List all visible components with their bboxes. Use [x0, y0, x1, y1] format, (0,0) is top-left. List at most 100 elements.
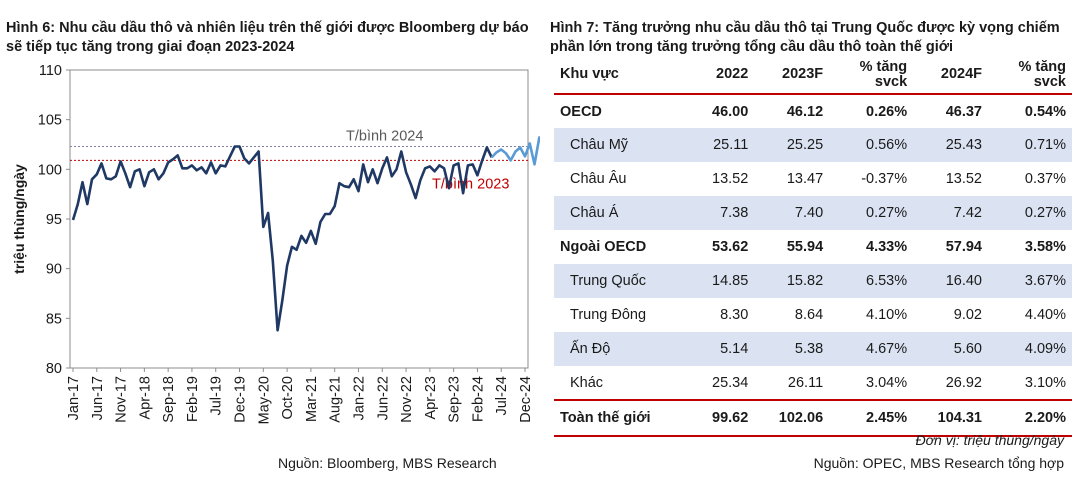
cell-growth-2024: 0.54%	[1024, 103, 1066, 120]
cell-region: Châu Âu	[570, 171, 627, 187]
unit-note: Đơn vị: triệu thùng/ngày	[915, 432, 1064, 448]
y-tick-label: 95	[46, 212, 62, 228]
actual-demand-series-line	[71, 145, 493, 332]
x-tick-label: Jun-17	[90, 376, 106, 420]
figure-7-panel: Hình 7: Tăng trưởng nhu cầu dầu thô tại …	[548, 0, 1086, 484]
cell-growth-2024: 4.40%	[1024, 307, 1066, 323]
cell-value-2022: 8.30	[720, 307, 749, 323]
cell-value-2023f: 5.38	[754, 332, 830, 366]
cell-region: Khác	[570, 374, 604, 391]
y-tick-label: 100	[38, 162, 62, 178]
cell-growth-2023: -0.37%	[861, 171, 908, 187]
x-tick-label: May-20	[256, 376, 272, 424]
x-tick-label: Oct-20	[280, 376, 296, 420]
figure-7-source: Nguồn: OPEC, MBS Research tổng hợp	[813, 455, 1064, 471]
x-tick-label: Jul-24	[494, 376, 510, 416]
cell-value-2022: 99.62	[690, 399, 755, 437]
cell-value-2024f: 104.31	[913, 399, 988, 437]
cell-region: Toàn thế giới	[554, 399, 691, 437]
cell-value-2023f: 25.25	[754, 128, 830, 162]
reference-label-2024: T/bình 2024	[346, 128, 423, 144]
x-tick-label: Apr-23	[423, 376, 439, 420]
y-tick-label: 90	[46, 262, 62, 278]
cell-value-2024f: 5.60	[913, 332, 988, 366]
oil-demand-line-chart: 80 85 90 95 100 105 110 triệu thùng/ngày Jan-17 J…	[11, 63, 540, 424]
cell-value-2023f: 7.40	[754, 196, 830, 230]
x-tick-label: Mar-21	[304, 376, 320, 422]
cell-growth-2024: 3.10%	[1024, 374, 1066, 391]
x-tick-label: Jun-22	[375, 376, 391, 420]
cell-value-2024f: 57.94	[945, 239, 982, 255]
cell-growth-2023: 4.33%	[866, 239, 908, 255]
x-tick-label: Sep-18	[161, 376, 177, 423]
figure-6-panel: Hình 6: Nhu cầu dầu thô và nhiên liệu tr…	[0, 0, 540, 484]
cell-region: Ngoài OECD	[560, 239, 647, 255]
cell-growth-2024: 0.37%	[1024, 171, 1066, 187]
cell-value-2024f: 7.42	[913, 196, 988, 230]
cell-value-2022: 14.85	[690, 264, 755, 298]
cell-region: Châu Á	[554, 196, 691, 230]
cell-value-2022: 25.34	[712, 374, 749, 391]
cell-region: Trung Quốc	[554, 264, 691, 298]
cell-region: Trung Đông	[570, 307, 647, 323]
y-tick-label: 80	[46, 361, 62, 377]
x-tick-label: Jan-17	[66, 376, 82, 420]
x-tick-label: Jul-19	[209, 376, 225, 416]
cell-value-2023f: 26.11	[787, 374, 824, 391]
header-growth-2023: % tăng svck	[829, 56, 914, 95]
cell-value-2022: 7.38	[690, 196, 755, 230]
cell-value-2022: 53.62	[712, 239, 749, 255]
table-row: OECD 46.00 46.12 0.26% 46.37 0.54%	[554, 94, 1072, 128]
table-row: Châu Á 7.38 7.40 0.27% 7.42 0.27%	[554, 196, 1072, 230]
cell-growth-2023: 3.04%	[866, 374, 908, 391]
cell-value-2024f: 9.02	[953, 307, 982, 323]
cell-growth-2024: 0.27%	[988, 196, 1072, 230]
x-tick-label: Feb-24	[470, 376, 486, 422]
cell-value-2023f: 8.64	[794, 307, 824, 323]
plot-area-frame	[69, 69, 529, 369]
x-tick-label: Nov-22	[399, 376, 415, 423]
cell-growth-2023: 2.45%	[829, 399, 914, 437]
cell-value-2022: 13.52	[712, 171, 749, 187]
header-2023f: 2023F	[754, 56, 830, 95]
cell-value-2024f: 25.43	[913, 128, 988, 162]
cell-growth-2024: 4.09%	[988, 332, 1072, 366]
cell-growth-2023: 0.27%	[829, 196, 914, 230]
figure-6-title: Hình 6: Nhu cầu dầu thô và nhiên liệu tr…	[6, 20, 529, 55]
table-row: Châu Mỹ 25.11 25.25 0.56% 25.43 0.71%	[554, 128, 1072, 162]
cell-value-2022: 25.11	[690, 128, 755, 162]
reference-label-2023: T/bình 2023	[432, 176, 509, 192]
cell-region: Châu Mỹ	[554, 128, 691, 162]
x-tick-label: Aug-21	[328, 376, 344, 423]
table-row: Toàn thế giới 99.62 102.06 2.45% 104.31 2.20%	[554, 399, 1072, 437]
cell-growth-2024: 3.58%	[1024, 239, 1066, 255]
table-header-row: Khu vực 2022 2023F % tăng svck 2024F % t…	[554, 56, 1072, 95]
cell-value-2024f: 16.40	[913, 264, 988, 298]
x-tick-label: Apr-18	[137, 376, 153, 420]
cell-value-2023f: 55.94	[786, 239, 824, 255]
cell-value-2022: 46.00	[712, 103, 749, 120]
cell-value-2024f: 13.52	[945, 171, 982, 187]
cell-growth-2023: 0.26%	[866, 103, 908, 120]
table-row: Trung Đông 8.30 8.64 4.10% 9.02 4.40%	[554, 298, 1072, 332]
table-row: Trung Quốc 14.85 15.82 6.53% 16.40 3.67%	[554, 264, 1072, 298]
x-tick-label: Sep-23	[447, 376, 463, 423]
y-axis-title: triệu thùng/ngày	[11, 164, 27, 274]
x-tick-label: Nov-17	[114, 376, 130, 423]
x-tick-label: Dec-24	[518, 376, 534, 423]
cell-growth-2024: 0.71%	[988, 128, 1072, 162]
cell-region: Ấn Độ	[554, 332, 691, 366]
header-2022: 2022	[690, 56, 755, 95]
table-row: Khác 25.34 26.11 3.04% 26.92 3.10%	[554, 366, 1072, 400]
x-tick-label: Feb-19	[185, 376, 201, 422]
x-tick-label: Dec-19	[233, 376, 249, 423]
y-tick-label: 105	[38, 113, 62, 129]
header-growth-2024: % tăng svck	[988, 56, 1072, 95]
y-tick-label: 85	[46, 311, 62, 327]
cell-growth-2024: 2.20%	[988, 399, 1072, 437]
cell-growth-2024: 3.67%	[988, 264, 1072, 298]
forecast-demand-series-line	[490, 136, 540, 166]
cell-growth-2023: 4.67%	[829, 332, 914, 366]
cell-value-2023f: 13.47	[786, 171, 824, 187]
cell-value-2023f: 102.06	[754, 399, 830, 437]
